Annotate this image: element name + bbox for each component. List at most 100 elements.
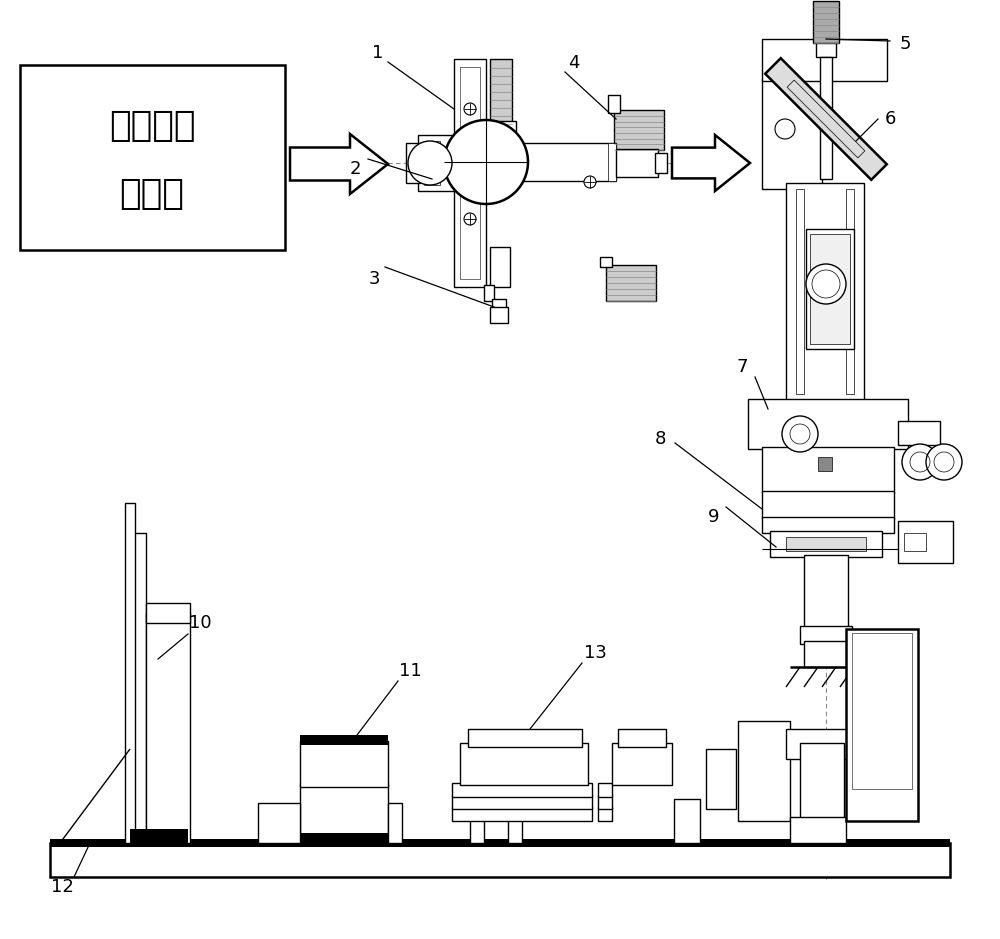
- Bar: [146, 613, 190, 843]
- Bar: [770, 531, 882, 557]
- Bar: [898, 521, 953, 563]
- Polygon shape: [290, 134, 388, 194]
- Text: 1: 1: [372, 44, 384, 62]
- Bar: [300, 735, 388, 745]
- Text: 二氧化碳: 二氧化碳: [109, 109, 195, 143]
- Circle shape: [444, 120, 528, 204]
- Bar: [50, 839, 950, 847]
- Bar: [460, 743, 588, 785]
- Bar: [820, 57, 832, 179]
- Bar: [786, 729, 896, 759]
- Circle shape: [782, 416, 818, 452]
- Bar: [50, 843, 950, 877]
- Bar: [762, 447, 894, 493]
- Bar: [598, 795, 612, 809]
- Bar: [490, 247, 510, 287]
- Bar: [846, 629, 918, 821]
- Bar: [490, 59, 512, 124]
- Bar: [508, 817, 522, 843]
- Text: 8: 8: [654, 430, 666, 448]
- Text: 9: 9: [708, 508, 720, 526]
- Polygon shape: [672, 135, 750, 191]
- Bar: [804, 641, 848, 667]
- Bar: [706, 749, 736, 809]
- Bar: [616, 149, 658, 177]
- Bar: [762, 39, 887, 81]
- Circle shape: [902, 444, 938, 480]
- Circle shape: [408, 141, 452, 185]
- Text: 4: 4: [568, 54, 580, 72]
- Bar: [606, 265, 656, 301]
- Bar: [846, 189, 854, 394]
- Text: 11: 11: [399, 662, 421, 680]
- Bar: [904, 533, 926, 551]
- Bar: [608, 143, 616, 181]
- Text: 5: 5: [899, 35, 911, 53]
- Bar: [898, 421, 940, 445]
- Bar: [388, 803, 402, 843]
- Circle shape: [464, 103, 476, 115]
- Polygon shape: [765, 58, 887, 179]
- Bar: [786, 537, 866, 551]
- Bar: [762, 517, 894, 533]
- Bar: [800, 743, 844, 843]
- Bar: [492, 299, 506, 309]
- Bar: [460, 67, 480, 279]
- Bar: [406, 143, 420, 183]
- Bar: [486, 143, 616, 181]
- Bar: [738, 721, 790, 821]
- Text: 12: 12: [51, 878, 73, 896]
- Bar: [146, 603, 190, 623]
- Bar: [748, 399, 908, 449]
- Bar: [418, 135, 454, 191]
- Text: 3: 3: [368, 270, 380, 288]
- Bar: [20, 65, 285, 250]
- Text: 13: 13: [584, 644, 606, 662]
- Bar: [806, 229, 854, 349]
- Bar: [796, 189, 804, 394]
- Bar: [800, 626, 852, 644]
- Bar: [452, 783, 592, 797]
- Bar: [258, 803, 300, 843]
- Bar: [125, 503, 135, 843]
- Circle shape: [812, 270, 840, 298]
- Bar: [490, 307, 508, 323]
- Bar: [300, 833, 388, 843]
- Bar: [130, 829, 188, 843]
- Circle shape: [464, 213, 476, 225]
- Bar: [786, 183, 864, 401]
- Text: 6: 6: [884, 110, 896, 128]
- Bar: [484, 285, 494, 301]
- Bar: [486, 121, 516, 131]
- Bar: [790, 817, 846, 843]
- Bar: [452, 795, 592, 809]
- Bar: [674, 799, 700, 843]
- Bar: [468, 729, 582, 747]
- Bar: [130, 533, 146, 843]
- Bar: [470, 817, 484, 843]
- Bar: [598, 807, 612, 821]
- Bar: [598, 783, 612, 797]
- Circle shape: [584, 176, 596, 188]
- Bar: [852, 633, 912, 789]
- Bar: [300, 741, 388, 787]
- Bar: [452, 807, 592, 821]
- Text: 10: 10: [189, 614, 211, 632]
- Bar: [612, 743, 672, 785]
- Bar: [762, 79, 822, 189]
- Bar: [300, 783, 388, 843]
- Text: 2: 2: [349, 160, 361, 178]
- Circle shape: [926, 444, 962, 480]
- Bar: [454, 59, 486, 287]
- Bar: [614, 110, 664, 150]
- Bar: [608, 95, 620, 113]
- Bar: [424, 141, 440, 185]
- Bar: [816, 37, 836, 57]
- Bar: [600, 257, 612, 267]
- Text: 激光器: 激光器: [120, 177, 184, 211]
- Bar: [618, 729, 666, 747]
- Bar: [813, 1, 839, 43]
- Circle shape: [806, 264, 846, 304]
- Bar: [804, 555, 848, 629]
- Bar: [762, 491, 894, 519]
